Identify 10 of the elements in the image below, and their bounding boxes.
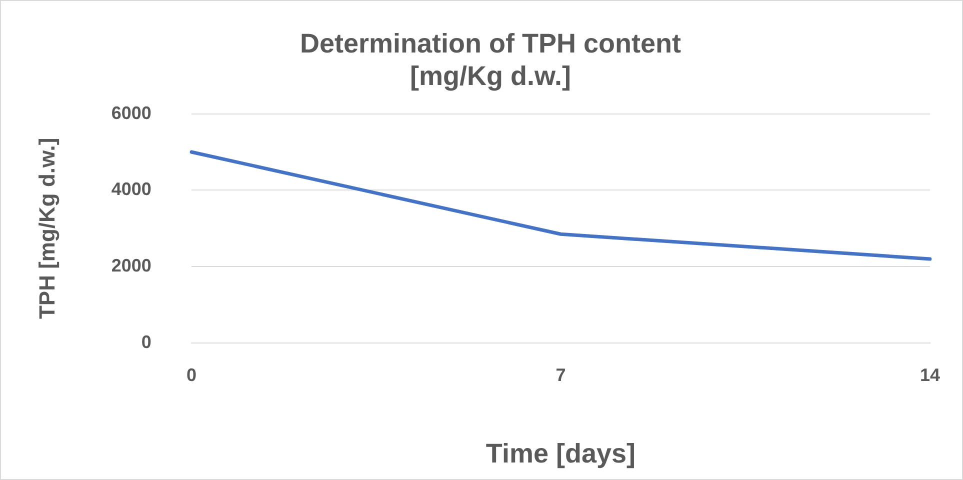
- x-tick-label: 0: [186, 364, 196, 385]
- y-tick-label: 2000: [111, 256, 152, 276]
- x-tick-label: 14: [920, 364, 940, 385]
- y-axis-title: TPH [mg/Kg d.w.]: [34, 138, 60, 320]
- x-axis-title: Time [days]: [486, 438, 636, 468]
- y-tick-label: 4000: [111, 179, 152, 200]
- y-tick-label: 0: [141, 332, 152, 352]
- chart-title: Determination of TPH content [mg/Kg d.w.]: [300, 28, 682, 92]
- y-tick-label: 6000: [111, 102, 152, 123]
- x-tick-label: 7: [556, 364, 566, 385]
